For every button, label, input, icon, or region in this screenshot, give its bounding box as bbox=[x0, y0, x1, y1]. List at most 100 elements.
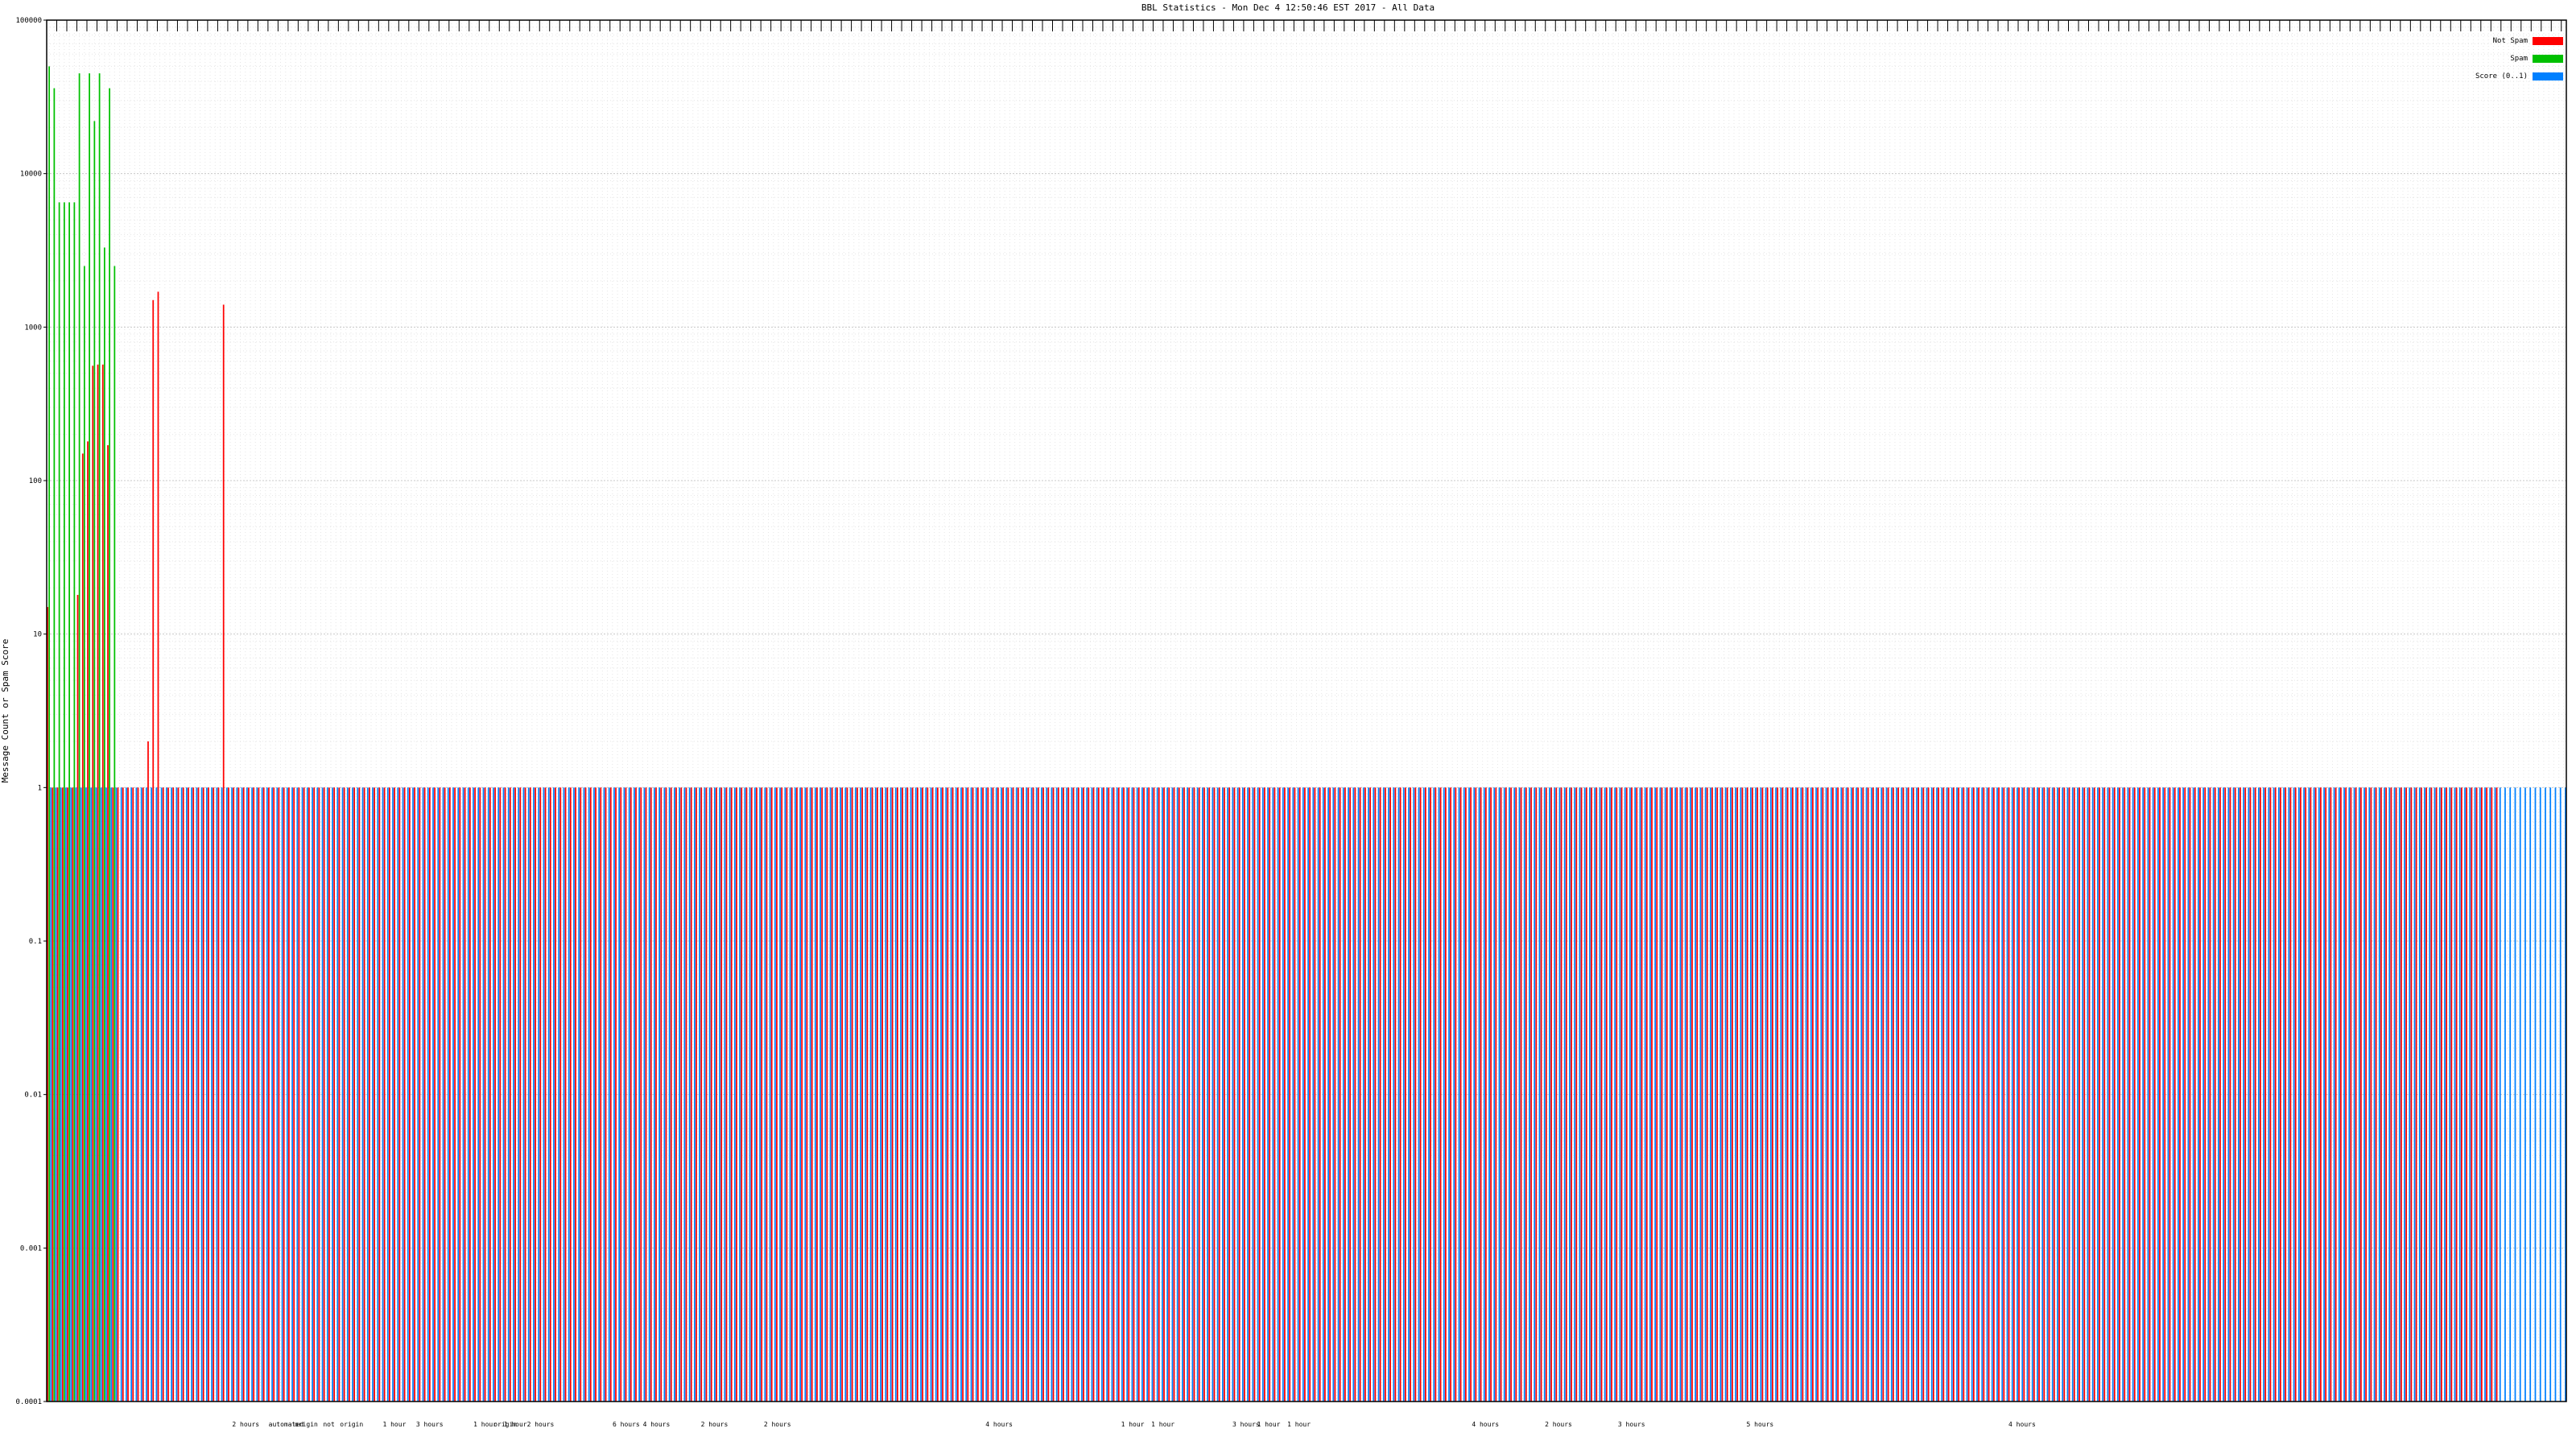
bar-2-246 bbox=[1287, 787, 1289, 1402]
bar-2-438 bbox=[2252, 787, 2255, 1402]
bar-0-186 bbox=[982, 787, 984, 1402]
legend-swatch-spam bbox=[2533, 55, 2563, 63]
bar-0-245 bbox=[1278, 787, 1281, 1402]
bar-2-418 bbox=[2152, 787, 2154, 1402]
bar-0-212 bbox=[1113, 787, 1115, 1402]
bar-2-489 bbox=[2509, 787, 2512, 1402]
bar-2-35 bbox=[225, 787, 228, 1402]
bar-0-359 bbox=[1852, 787, 1854, 1402]
bar-2-185 bbox=[980, 787, 982, 1402]
bar-2-500 bbox=[2565, 787, 2566, 1402]
bar-0-11 bbox=[101, 364, 104, 1402]
y-tick-label: 0.1 bbox=[29, 938, 42, 946]
bar-2-205 bbox=[1081, 787, 1083, 1402]
bar-2-411 bbox=[2117, 787, 2119, 1402]
x-group-label: 1 hour bbox=[473, 1421, 497, 1428]
bar-2-322 bbox=[1670, 787, 1671, 1402]
bar-2-456 bbox=[2343, 787, 2345, 1402]
bar-0-480 bbox=[2460, 787, 2462, 1402]
bar-0-91 bbox=[504, 787, 506, 1402]
bar-2-350 bbox=[1810, 787, 1812, 1402]
bar-2-49 bbox=[296, 787, 299, 1402]
bar-2-363 bbox=[1876, 787, 1877, 1402]
bar-2-26 bbox=[180, 787, 183, 1402]
chart-title: BBL Statistics - Mon Dec 4 12:50:46 EST … bbox=[1141, 2, 1435, 13]
bar-2-457 bbox=[2348, 787, 2351, 1402]
bar-0-479 bbox=[2455, 787, 2458, 1402]
bar-2-70 bbox=[402, 787, 404, 1402]
bar-0-27 bbox=[182, 787, 184, 1402]
bar-0-22 bbox=[157, 291, 159, 1402]
bar-0-66 bbox=[378, 787, 381, 1402]
bar-0-170 bbox=[902, 787, 903, 1402]
bar-0-249 bbox=[1298, 787, 1301, 1402]
bar-2-307 bbox=[1594, 787, 1596, 1402]
bar-0-176 bbox=[931, 787, 934, 1402]
bar-2-459 bbox=[2358, 787, 2360, 1402]
bar-2-285 bbox=[1483, 787, 1485, 1402]
bar-2-233 bbox=[1222, 787, 1224, 1402]
bar-0-268 bbox=[1394, 787, 1397, 1402]
bar-2-485 bbox=[2489, 787, 2491, 1402]
bar-0-50 bbox=[298, 787, 300, 1402]
bar-2-6 bbox=[80, 787, 82, 1402]
bar-2-62 bbox=[361, 787, 364, 1402]
bar-0-458 bbox=[2350, 787, 2352, 1402]
bar-0-88 bbox=[489, 787, 491, 1402]
bar-2-334 bbox=[1729, 787, 1732, 1402]
x-group-label: origin bbox=[295, 1421, 318, 1428]
bar-2-402 bbox=[2071, 787, 2074, 1402]
bar-2-442 bbox=[2273, 787, 2275, 1402]
bar-0-206 bbox=[1083, 787, 1084, 1402]
bar-2-153 bbox=[819, 787, 821, 1402]
y-tick-label: 0.001 bbox=[20, 1245, 42, 1253]
bar-2-89 bbox=[497, 787, 500, 1402]
bar-0-90 bbox=[499, 787, 502, 1402]
bar-0-63 bbox=[363, 787, 365, 1402]
bar-0-83 bbox=[464, 787, 466, 1402]
bar-2-488 bbox=[2504, 787, 2506, 1402]
bar-2-214 bbox=[1126, 787, 1129, 1402]
bar-0-229 bbox=[1198, 787, 1200, 1402]
bar-2-231 bbox=[1212, 787, 1214, 1402]
bar-0-438 bbox=[2249, 787, 2252, 1402]
bar-2-59 bbox=[346, 787, 349, 1402]
bar-2-218 bbox=[1146, 787, 1149, 1402]
bar-0-213 bbox=[1117, 787, 1120, 1402]
y-tick-label: 10 bbox=[33, 631, 42, 639]
bar-0-375 bbox=[1932, 787, 1934, 1402]
bar-0-33 bbox=[213, 787, 215, 1402]
bar-2-7 bbox=[85, 787, 87, 1402]
bar-0-208 bbox=[1092, 787, 1095, 1402]
bar-0-484 bbox=[2480, 787, 2483, 1402]
bar-0-258 bbox=[1344, 787, 1346, 1402]
bar-0-123 bbox=[665, 787, 667, 1402]
bar-2-399 bbox=[2057, 787, 2058, 1402]
bar-0-116 bbox=[630, 787, 632, 1402]
bar-2-308 bbox=[1599, 787, 1601, 1402]
bar-0-23 bbox=[162, 787, 164, 1402]
bar-0-165 bbox=[877, 787, 878, 1402]
bar-2-310 bbox=[1609, 787, 1611, 1402]
bar-0-142 bbox=[761, 787, 763, 1402]
bar-2-14 bbox=[120, 787, 122, 1402]
top-tick-marks bbox=[46, 20, 2562, 31]
bar-2-284 bbox=[1478, 787, 1480, 1402]
bar-2-412 bbox=[2122, 787, 2124, 1402]
bar-2-326 bbox=[1690, 787, 1691, 1402]
bar-2-276 bbox=[1438, 787, 1440, 1402]
bar-2-263 bbox=[1373, 787, 1375, 1402]
bar-2-34 bbox=[221, 787, 223, 1402]
bar-2-282 bbox=[1468, 787, 1470, 1402]
bar-0-154 bbox=[821, 787, 824, 1402]
bar-0-148 bbox=[791, 787, 793, 1402]
bar-0-256 bbox=[1334, 787, 1336, 1402]
bar-0-335 bbox=[1732, 787, 1733, 1402]
bar-0-410 bbox=[2108, 787, 2111, 1402]
bar-2-9 bbox=[95, 787, 97, 1402]
bar-2-46 bbox=[281, 787, 283, 1402]
bar-0-151 bbox=[806, 787, 808, 1402]
bar-2-305 bbox=[1583, 787, 1586, 1402]
bar-2-391 bbox=[2017, 787, 2018, 1402]
bar-2-324 bbox=[1679, 787, 1682, 1402]
